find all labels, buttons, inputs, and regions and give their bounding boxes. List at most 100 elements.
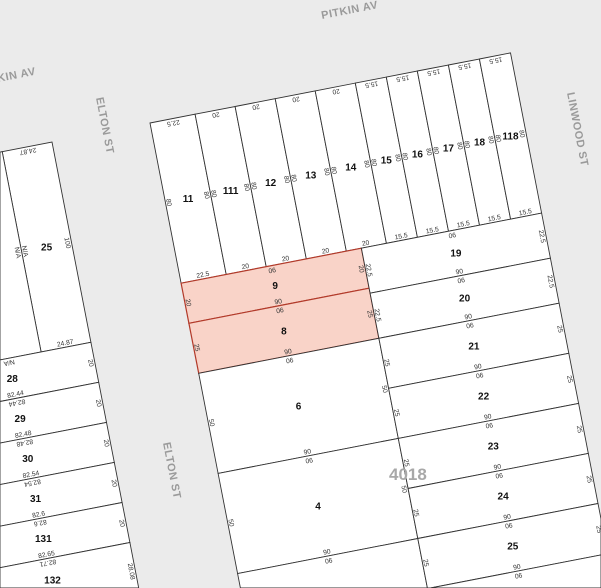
dimension-label-top: 90	[285, 356, 294, 364]
dimension-label-top: 90	[267, 265, 276, 273]
lot-number: 6	[296, 401, 302, 412]
dimension-label-bottom: 90	[503, 513, 512, 521]
dimension-label-top: 15.5	[488, 55, 502, 64]
dimension-label-right: 20	[102, 439, 110, 448]
dimension-label-top: 90	[324, 556, 333, 564]
dimension-label-left: 50	[207, 418, 215, 427]
dimension-label-top: 90	[275, 305, 284, 313]
dimension-label-bottom: 82.44	[7, 390, 25, 400]
dimension-label-left: 22.5	[364, 263, 373, 277]
lot-number: 17	[443, 144, 455, 155]
dimension-label-left: 25	[411, 509, 419, 518]
dimension-label-top: N/A	[2, 358, 15, 367]
dimension-label-top: 90	[475, 371, 484, 379]
parcel-lot-25[interactable]	[417, 502, 601, 588]
dimension-label-right: 20	[110, 479, 118, 488]
dimension-label-bottom: 20	[281, 255, 290, 263]
dimension-label-top: 20	[291, 95, 300, 103]
dimension-label-right: 28.08	[126, 563, 136, 581]
parcel-lot-132[interactable]	[0, 541, 140, 588]
dimension-label-right: 50	[380, 385, 388, 394]
lot-number: 12	[265, 178, 277, 189]
lot-number: 22	[478, 391, 490, 402]
block-west: 24.8724.87N/A100N/AN/A82.442082.4482.482…	[0, 141, 140, 588]
dimension-label-right: 20	[86, 359, 94, 368]
dimension-label-top: 90	[448, 230, 457, 238]
lot-number: 24	[498, 492, 510, 503]
dimension-label-top: 24.87	[19, 146, 37, 156]
dimension-label-left: 25	[392, 408, 400, 417]
parcel-lot[interactable]	[430, 554, 601, 588]
dimension-label-top: 20	[331, 87, 340, 95]
dimension-label-right: 25	[585, 475, 593, 484]
lot-number: 31	[30, 494, 42, 505]
lot-number: 15	[381, 156, 393, 167]
dimension-label-right: 100	[62, 237, 71, 250]
lot-number: 132	[44, 576, 61, 587]
dimension-label-bottom: 90	[513, 563, 522, 571]
dimension-label-left: 25	[192, 343, 200, 352]
dimension-label-right: 25	[555, 325, 563, 334]
dimension-label-right: 25	[565, 375, 573, 384]
dimension-label-top: 82.48	[16, 437, 34, 447]
dimension-label-right: 20	[94, 399, 102, 408]
dimension-label-left: 80	[400, 152, 408, 161]
dimension-label-bottom: 90	[455, 268, 464, 276]
dimension-label-left: 80	[431, 146, 439, 155]
dimension-label-top: 90	[494, 471, 503, 479]
dimension-label-bottom: 82.48	[14, 430, 32, 440]
dimension-label-top: 20	[211, 110, 220, 118]
dimension-label-top: 90	[465, 321, 474, 329]
dimension-label-bottom: 90	[493, 463, 502, 471]
dimension-label-right: 25	[575, 425, 583, 434]
dimension-label-right: 80	[424, 148, 432, 157]
dimension-labels: 22.522.580802020808020208080202080802020…	[164, 55, 601, 579]
dimension-label-top: 15.5	[395, 73, 409, 82]
dimension-label-right: 20	[357, 265, 365, 274]
dimension-label-top: 90	[456, 275, 465, 283]
dimension-label-left: 80	[494, 134, 502, 143]
dimension-label-right: 22.5	[537, 229, 546, 243]
dimension-label-left: 80	[369, 158, 377, 167]
dimension-label-bottom: 90	[274, 298, 283, 306]
dimension-label-top: 20	[251, 102, 260, 110]
lot-number: 19	[450, 249, 462, 260]
dimension-label-bottom: 90	[474, 363, 483, 371]
dimension-label-right: 80	[202, 191, 210, 200]
dimension-label-right: 80	[517, 130, 525, 139]
dimension-label-right: 80	[282, 175, 290, 184]
dimension-label-left: 80	[462, 140, 470, 149]
dimension-label-bottom: 20	[361, 240, 370, 248]
lot-number: 9	[272, 281, 278, 292]
dimension-label-top: 90	[304, 456, 313, 464]
dimension-label-top: 82.6	[33, 518, 47, 527]
dimension-label-right: 80	[393, 154, 401, 163]
dimension-label-right: 50	[399, 485, 407, 494]
lot-number: 14	[345, 163, 357, 174]
dimension-label-bottom: 82.54	[22, 470, 40, 480]
lot-number: 118	[502, 132, 519, 143]
dimension-label-top: 15.5	[457, 61, 471, 70]
dimension-label-left: 80	[209, 189, 217, 198]
dimension-label-right: 25	[594, 525, 601, 534]
dimension-label-bottom: 15.5	[425, 226, 439, 235]
lot-number: 23	[488, 441, 500, 452]
dimension-label-right: N/A	[13, 247, 22, 260]
dimension-label-bottom: 90	[483, 413, 492, 421]
dimension-label-bottom: 90	[284, 348, 293, 356]
dimension-label-left: 80	[164, 198, 172, 207]
dimension-label-top: 15.5	[364, 79, 378, 88]
dimension-label-bottom: 82.65	[38, 550, 56, 560]
dimension-label-left: 50	[226, 519, 234, 528]
lot-number: 13	[305, 170, 317, 181]
dimension-label-bottom: 15.5	[456, 220, 470, 229]
dimension-label-right: 80	[242, 183, 250, 192]
block-number: 4018	[389, 465, 427, 484]
dimension-label-right: 22.5	[545, 275, 554, 289]
dimension-label-top: 22.5	[166, 118, 180, 127]
dimension-label-top: 90	[514, 571, 523, 579]
parcel-lot[interactable]	[237, 537, 428, 588]
dimension-label-top: 82.71	[39, 557, 57, 567]
dimension-label-bottom: 20	[241, 263, 250, 271]
